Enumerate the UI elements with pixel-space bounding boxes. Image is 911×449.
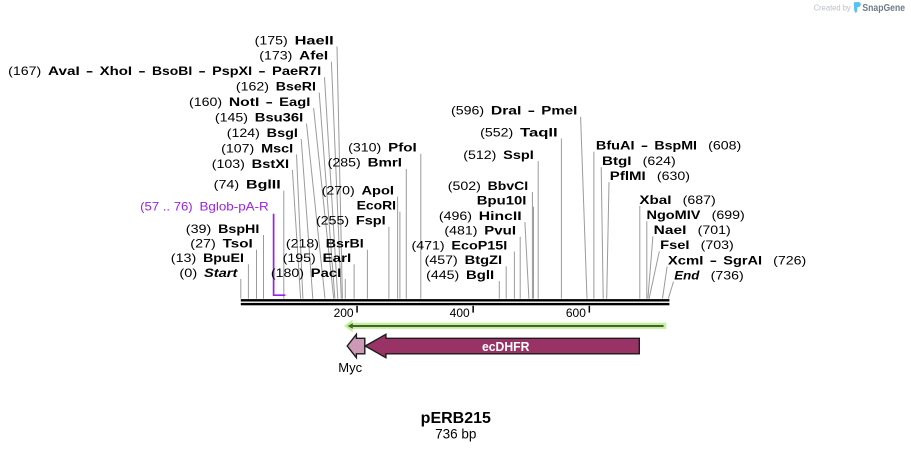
svg-text:Bpu10I: Bpu10I — [477, 194, 527, 208]
svg-text:Created by: Created by — [814, 2, 852, 12]
svg-text:(496)HincII: (496) HincII — [439, 209, 522, 223]
svg-text:EcoRI: EcoRI — [357, 199, 396, 213]
svg-text:(107)MscI: (107) MscI — [221, 141, 293, 155]
svg-text:600: 600 — [566, 306, 586, 320]
svg-text:NaeI(701): NaeI (701) — [654, 223, 731, 237]
svg-text:(145)Bsu36I: (145) Bsu36I — [215, 110, 303, 124]
svg-text:(103)BstXI: (103) BstXI — [212, 157, 289, 171]
svg-text:400: 400 — [450, 306, 470, 320]
svg-text:(502)BbvCI: (502) BbvCI — [448, 179, 528, 193]
svg-text:200: 200 — [334, 306, 354, 320]
svg-text:(57 .. 76)Bglob-pA-R: (57 .. 76) Bglob-pA-R — [140, 200, 269, 214]
svg-text:(27)TsoI: (27) TsoI — [190, 237, 252, 251]
svg-text:FseI(703): FseI (703) — [660, 238, 734, 252]
svg-text:BtgI(624): BtgI (624) — [602, 154, 676, 168]
svg-text:(0)Start: (0) Start — [179, 266, 238, 280]
svg-text:(285)BmrI: (285) BmrI — [328, 156, 402, 170]
svg-text:(39)BspHI: (39) BspHI — [186, 222, 259, 236]
svg-text:(552)TaqII: (552) TaqII — [480, 125, 558, 139]
svg-text:(270)ApoI: (270) ApoI — [322, 183, 394, 197]
svg-text:(457)BtgZI: (457) BtgZI — [425, 253, 502, 267]
svg-text:(512)SspI: (512) SspI — [463, 148, 534, 162]
svg-text:Myc: Myc — [338, 360, 362, 375]
svg-text:pERB215: pERB215 — [421, 410, 491, 427]
svg-text:XbaI(687): XbaI (687) — [639, 193, 715, 207]
svg-text:(74)BglII: (74) BglII — [214, 178, 281, 192]
svg-text:NgoMIV(699): NgoMIV (699) — [647, 208, 745, 222]
svg-text:PflMI(630): PflMI (630) — [610, 169, 690, 183]
svg-text:736 bp: 736 bp — [435, 426, 476, 441]
svg-text:(124)BsgI: (124) BsgI — [227, 126, 298, 140]
svg-text:(596)DraI - PmeI: (596) DraI - PmeI — [451, 104, 577, 118]
svg-text:(13)BpuEI: (13) BpuEI — [171, 251, 244, 265]
svg-text:(481)PvuI: (481) PvuI — [444, 224, 516, 238]
svg-text:BfuAI - BspMI(608): BfuAI - BspMI (608) — [596, 139, 741, 153]
svg-text:ecDHFR: ecDHFR — [482, 339, 530, 354]
svg-text:(180)PacI: (180) PacI — [271, 266, 341, 280]
svg-text:(175)HaeII: (175) HaeII — [255, 33, 334, 47]
svg-text:XcmI - SgrAI(726): XcmI - SgrAI (726) — [668, 253, 806, 267]
svg-text:SnapGene: SnapGene — [862, 3, 905, 14]
svg-text:(445)BglI: (445) BglI — [426, 268, 494, 282]
svg-text:(162)BseRI: (162) BseRI — [236, 79, 316, 93]
svg-text:(310)PfoI: (310) PfoI — [348, 141, 417, 155]
svg-text:End(736): End (736) — [674, 268, 743, 282]
svg-text:(173)AfeI: (173) AfeI — [259, 49, 328, 63]
svg-text:(195)EarI: (195) EarI — [283, 251, 352, 265]
svg-text:(218)BsrBI: (218) BsrBI — [286, 237, 364, 251]
svg-text:(160)NotI - EagI: (160) NotI - EagI — [189, 95, 310, 109]
svg-text:(255)FspI: (255) FspI — [316, 214, 386, 228]
svg-text:(167)AvaI - XhoI - BsoBI - Psp: (167) AvaI - XhoI - BsoBI - PspXI - PaeR7… — [8, 64, 321, 78]
svg-text:(471)EcoP15I: (471) EcoP15I — [411, 238, 507, 252]
